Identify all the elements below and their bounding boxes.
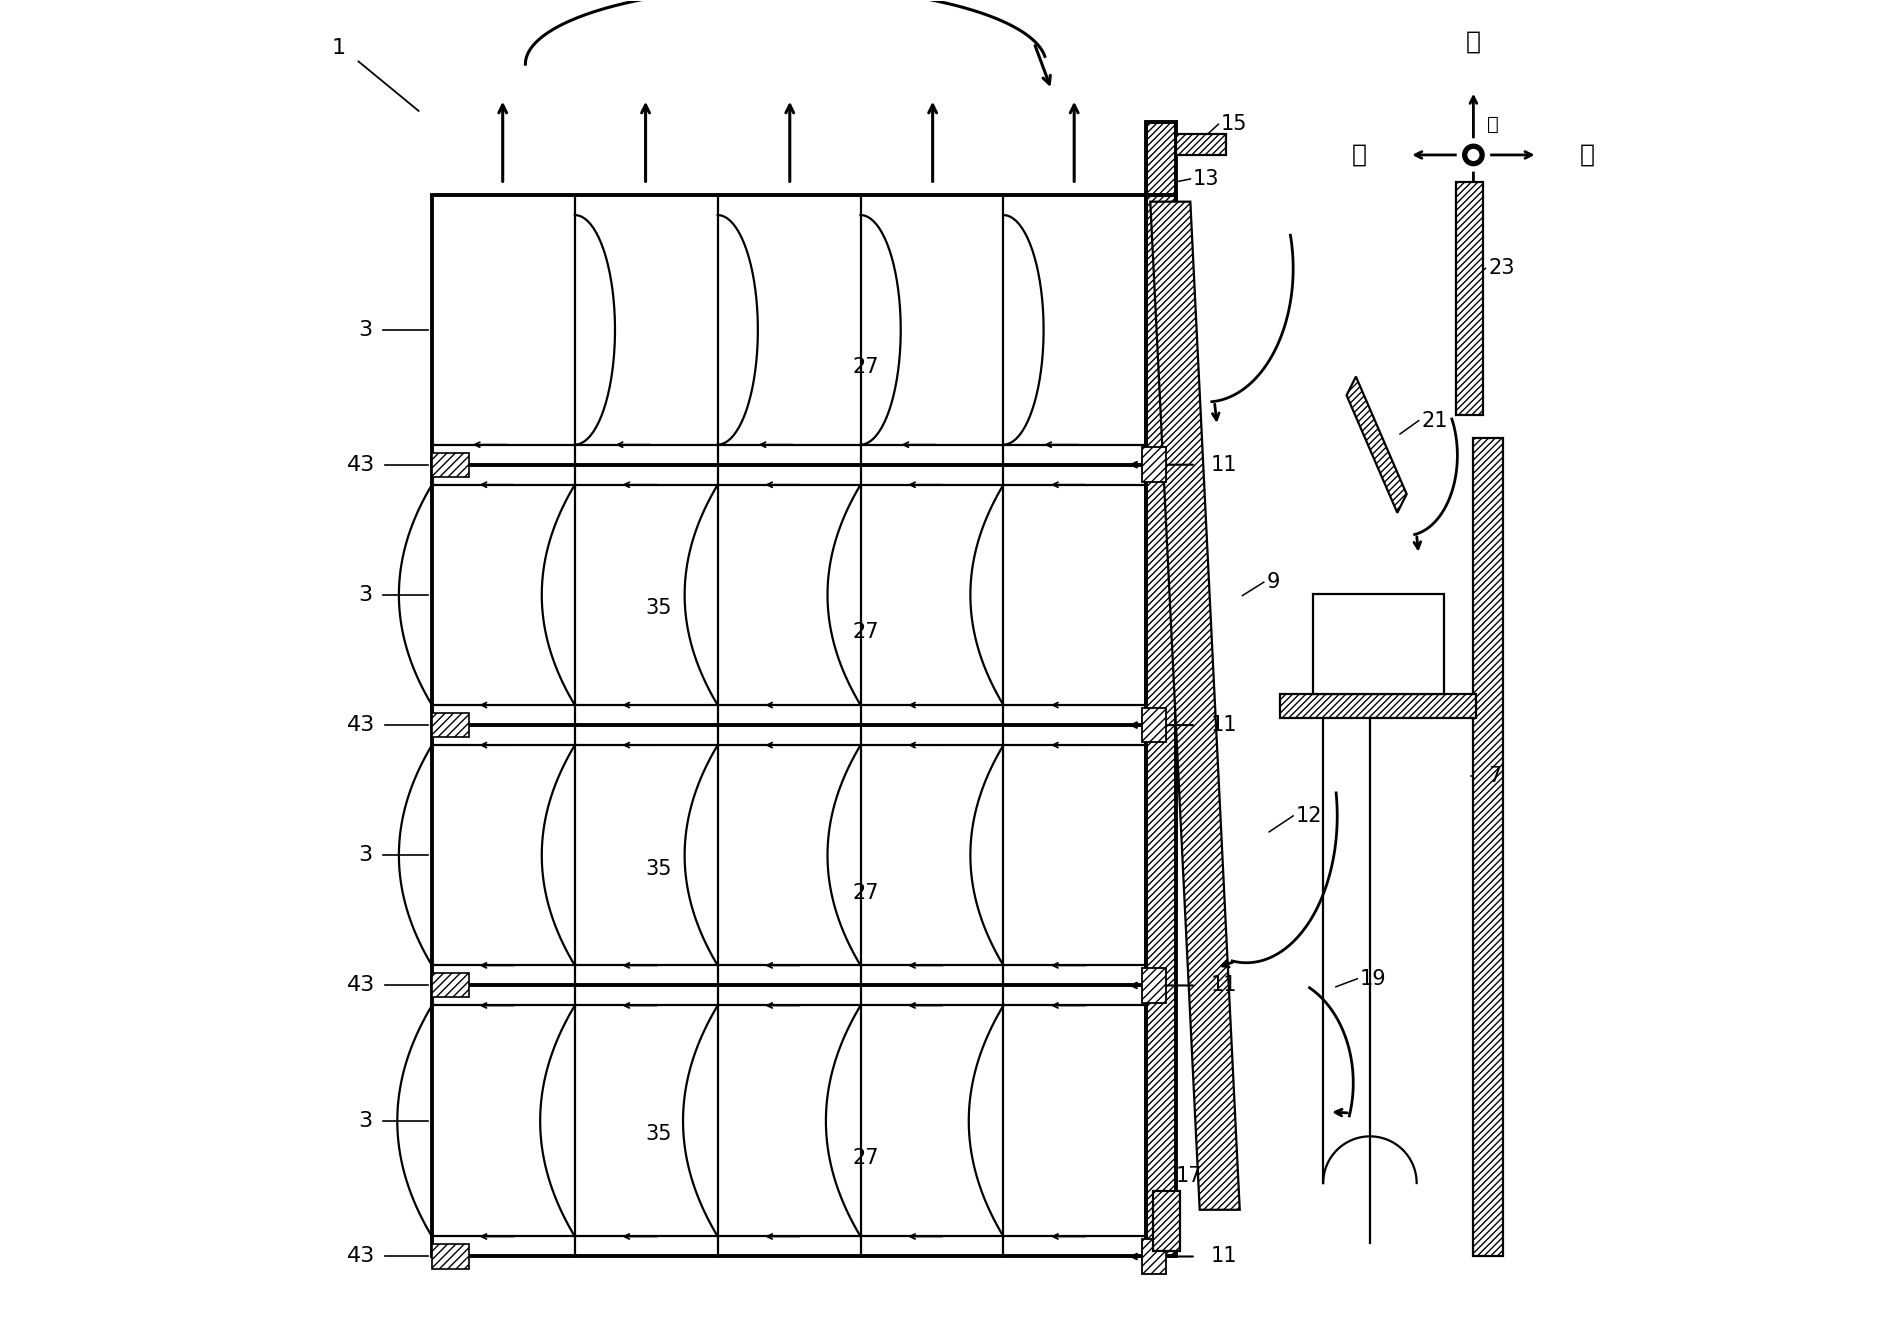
Bar [1313, 594, 1444, 694]
Bar [431, 974, 469, 997]
Text: 1: 1 [331, 37, 346, 58]
Text: 43: 43 [346, 1247, 375, 1267]
Text: 13: 13 [1194, 169, 1220, 189]
Bar [431, 1244, 469, 1268]
Text: 35: 35 [645, 859, 672, 879]
Text: 右: 右 [1487, 115, 1498, 134]
Text: 43: 43 [346, 455, 375, 475]
Bar [1457, 182, 1483, 415]
Text: 17: 17 [1175, 1167, 1201, 1187]
Bar [1152, 1191, 1181, 1251]
Bar [1279, 694, 1476, 719]
Text: 27: 27 [853, 357, 880, 377]
Bar [1474, 438, 1502, 1256]
Text: 11: 11 [1211, 455, 1237, 475]
Text: 後: 後 [1580, 143, 1595, 167]
Text: 12: 12 [1296, 805, 1323, 826]
Text: 35: 35 [645, 1124, 672, 1144]
Text: 下: 下 [1466, 257, 1481, 281]
Text: 5: 5 [1427, 636, 1440, 656]
Text: 3: 3 [358, 320, 373, 340]
Text: 3: 3 [358, 1111, 373, 1131]
Text: 11: 11 [1211, 975, 1237, 995]
Text: 27: 27 [853, 1148, 880, 1168]
Text: 43: 43 [346, 975, 375, 995]
Circle shape [1457, 139, 1489, 171]
Text: 前: 前 [1351, 143, 1366, 167]
Circle shape [1463, 145, 1483, 166]
Bar [1147, 122, 1175, 195]
Bar [1143, 969, 1165, 1002]
Bar [1147, 195, 1175, 1256]
Bar [431, 452, 469, 476]
Text: 23: 23 [1489, 258, 1515, 278]
Bar [431, 713, 469, 737]
Bar [1143, 1239, 1165, 1274]
Text: 27: 27 [853, 622, 880, 642]
Bar [1143, 447, 1165, 482]
Polygon shape [1150, 202, 1239, 1210]
Text: 9: 9 [1266, 573, 1279, 593]
Text: 11: 11 [1211, 1247, 1237, 1267]
Text: 21: 21 [1421, 411, 1447, 431]
Bar [431, 195, 1147, 1256]
Text: 3: 3 [358, 585, 373, 605]
Text: 43: 43 [346, 714, 375, 735]
Bar [1143, 708, 1165, 743]
Text: 15: 15 [1220, 114, 1247, 134]
Text: 上: 上 [1466, 29, 1481, 54]
Bar [1175, 134, 1226, 155]
Polygon shape [1347, 376, 1406, 512]
Text: 3: 3 [358, 846, 373, 866]
Text: 19: 19 [1360, 969, 1387, 989]
Circle shape [1468, 150, 1480, 161]
Text: 11: 11 [1211, 714, 1237, 735]
Text: 7: 7 [1489, 765, 1502, 785]
Text: 35: 35 [645, 598, 672, 618]
Text: 27: 27 [853, 883, 880, 903]
